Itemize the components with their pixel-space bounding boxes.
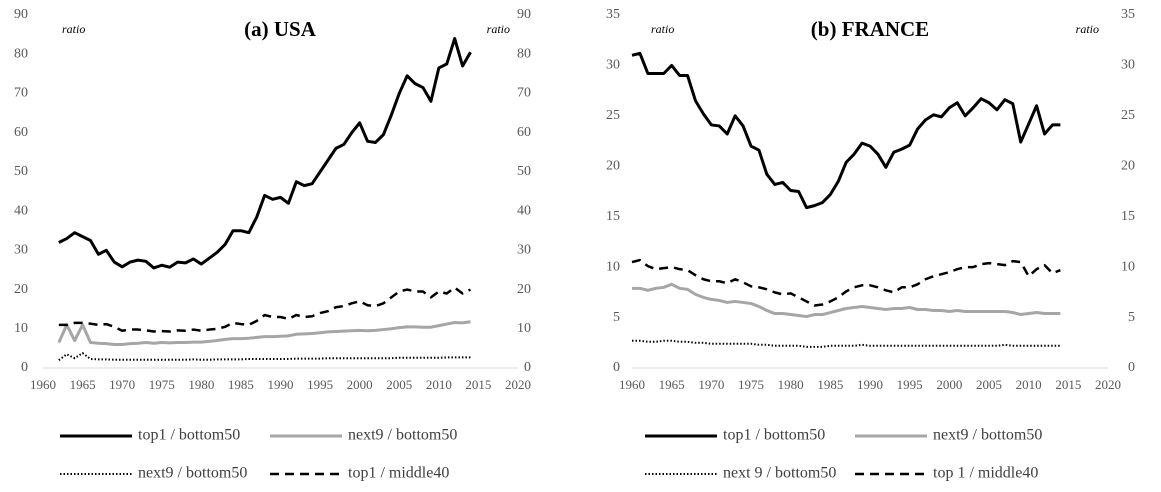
y2-tick-label: 60 — [517, 125, 531, 140]
data-line — [57, 320, 471, 346]
y-tick-label: 0 — [613, 360, 620, 375]
x-tick-label: 1960 — [30, 377, 56, 392]
legend-label: next9 / bottom50 — [933, 427, 1042, 444]
x-tick-label: 1970 — [109, 377, 135, 392]
x-tick-label: 1990 — [857, 377, 883, 392]
y-tick-label: 20 — [606, 159, 620, 174]
x-tick-label: 2020 — [505, 377, 531, 392]
y-axis-label: ratio — [651, 22, 674, 36]
x-tick-label: 2015 — [1055, 377, 1081, 392]
x-tick-label: 1975 — [149, 377, 175, 392]
legend-label: next9 / bottom50 — [138, 465, 247, 482]
y-tick-label: 35 — [606, 7, 620, 22]
y-tick-label: 5 — [613, 310, 620, 325]
y-tick-label: 70 — [14, 86, 28, 101]
y-tick-label: 80 — [14, 46, 28, 61]
data-line — [632, 282, 1061, 319]
legend-label: next 9 / bottom50 — [723, 465, 836, 482]
legend-label: top1 / bottom50 — [723, 427, 825, 444]
legend-label: top1 / middle40 — [348, 465, 449, 482]
x-tick-label: 1960 — [619, 377, 645, 392]
x-tick-label: 2005 — [386, 377, 412, 392]
y2-tick-label: 25 — [1121, 108, 1135, 123]
chart-title: (b) FRANCE — [811, 17, 929, 41]
x-tick-label: 2005 — [976, 377, 1002, 392]
x-tick-label: 1995 — [307, 377, 333, 392]
y-tick-label: 50 — [14, 164, 28, 179]
data-line — [58, 37, 472, 270]
y2-axis-label: ratio — [487, 22, 510, 36]
x-tick-label: 1975 — [738, 377, 764, 392]
x-tick-label: 1970 — [698, 377, 724, 392]
x-tick-label: 1990 — [268, 377, 294, 392]
legend-label: top 1 / middle40 — [933, 465, 1038, 482]
x-tick-label: 1965 — [659, 377, 685, 392]
x-tick-label: 1985 — [228, 377, 254, 392]
legend-label: next9 / bottom50 — [348, 427, 457, 444]
y2-tick-label: 5 — [1128, 310, 1135, 325]
x-tick-label: 2000 — [347, 377, 373, 392]
data-line — [631, 258, 1061, 307]
x-tick-label: 1985 — [817, 377, 843, 392]
y-tick-label: 0 — [21, 360, 28, 375]
y2-tick-label: 0 — [524, 360, 531, 375]
y-tick-label: 15 — [606, 209, 620, 224]
y2-tick-label: 0 — [1128, 360, 1135, 375]
y2-tick-label: 10 — [517, 321, 531, 336]
y2-axis-label: ratio — [1076, 22, 1099, 36]
y2-tick-label: 70 — [517, 86, 531, 101]
y-tick-label: 25 — [606, 108, 620, 123]
y2-tick-label: 20 — [517, 282, 531, 297]
x-tick-label: 2015 — [465, 377, 491, 392]
y-tick-label: 90 — [14, 7, 28, 22]
y2-tick-label: 50 — [517, 164, 531, 179]
y-tick-label: 10 — [14, 321, 28, 336]
x-tick-label: 1995 — [897, 377, 923, 392]
x-tick-label: 1965 — [70, 377, 96, 392]
y2-tick-label: 30 — [1121, 58, 1135, 73]
y2-tick-label: 35 — [1121, 7, 1135, 22]
data-line — [631, 51, 1061, 210]
data-line — [58, 352, 471, 361]
y2-tick-label: 90 — [517, 7, 531, 22]
x-tick-label: 1980 — [188, 377, 214, 392]
y2-tick-label: 15 — [1121, 209, 1135, 224]
y2-tick-label: 10 — [1121, 259, 1135, 274]
data-line — [632, 339, 1061, 348]
y-tick-label: 40 — [14, 203, 28, 218]
y2-tick-label: 20 — [1121, 159, 1135, 174]
y2-tick-label: 30 — [517, 243, 531, 258]
y-tick-label: 10 — [606, 259, 620, 274]
y-tick-label: 30 — [14, 243, 28, 258]
y-tick-label: 20 — [14, 282, 28, 297]
y-tick-label: 60 — [14, 125, 28, 140]
data-line — [58, 286, 472, 333]
x-tick-label: 2000 — [936, 377, 962, 392]
chart-title: (a) USA — [244, 17, 317, 41]
x-tick-label: 2010 — [426, 377, 452, 392]
y2-tick-label: 80 — [517, 46, 531, 61]
legend-label: top1 / bottom50 — [138, 427, 240, 444]
y-tick-label: 30 — [606, 58, 620, 73]
y2-tick-label: 40 — [517, 203, 531, 218]
x-tick-label: 2020 — [1095, 377, 1121, 392]
x-tick-label: 2010 — [1016, 377, 1042, 392]
y-axis-label: ratio — [62, 22, 85, 36]
x-tick-label: 1980 — [778, 377, 804, 392]
